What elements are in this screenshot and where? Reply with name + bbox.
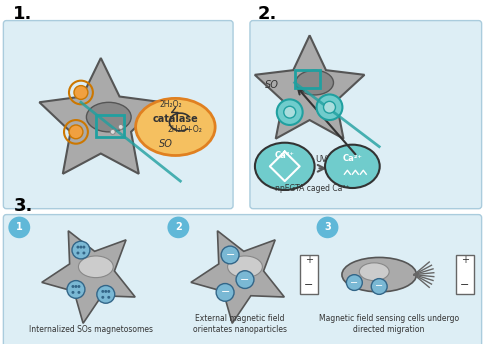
Circle shape [75, 285, 77, 288]
Circle shape [276, 99, 302, 125]
Ellipse shape [341, 257, 416, 292]
Circle shape [101, 296, 104, 299]
Circle shape [346, 275, 362, 290]
Circle shape [101, 290, 104, 293]
Circle shape [316, 95, 342, 120]
Text: −: − [220, 287, 229, 297]
Ellipse shape [359, 263, 388, 280]
Circle shape [110, 129, 115, 134]
Circle shape [74, 86, 88, 99]
Text: +: + [304, 255, 312, 265]
Text: −: − [375, 282, 382, 292]
Circle shape [72, 241, 90, 259]
Circle shape [316, 217, 338, 238]
Text: npEGTA caged Ca²⁺: npEGTA caged Ca²⁺ [274, 184, 348, 193]
Text: −: − [225, 250, 234, 260]
FancyBboxPatch shape [249, 21, 481, 209]
Circle shape [82, 246, 85, 249]
Text: Ca²⁺: Ca²⁺ [274, 151, 294, 160]
Text: 2H₂O+O₂: 2H₂O+O₂ [167, 125, 202, 134]
Circle shape [71, 291, 75, 294]
Bar [294, 70, 319, 88]
Circle shape [323, 101, 335, 113]
Text: catalase: catalase [152, 114, 198, 124]
Circle shape [221, 246, 239, 264]
Ellipse shape [86, 102, 131, 132]
Text: 1: 1 [16, 223, 23, 233]
Ellipse shape [136, 98, 215, 156]
Ellipse shape [324, 145, 379, 188]
Circle shape [97, 286, 115, 303]
Polygon shape [39, 58, 162, 174]
Circle shape [82, 252, 85, 255]
Circle shape [118, 125, 123, 129]
Text: −: − [240, 275, 249, 285]
FancyBboxPatch shape [3, 21, 233, 209]
Ellipse shape [255, 143, 314, 190]
Text: Magnetic field sensing cells undergo
directed migration: Magnetic field sensing cells undergo dir… [318, 314, 458, 334]
Circle shape [370, 279, 386, 294]
Circle shape [283, 106, 295, 118]
Text: 3: 3 [323, 223, 330, 233]
Polygon shape [254, 35, 363, 139]
Text: SO: SO [264, 80, 278, 90]
Circle shape [76, 252, 79, 255]
Text: 2: 2 [175, 223, 182, 233]
Text: 2.: 2. [257, 4, 277, 23]
Circle shape [216, 284, 234, 301]
Text: 1.: 1. [13, 4, 32, 23]
Text: −: − [349, 277, 358, 287]
Text: Ca²⁺: Ca²⁺ [342, 155, 362, 164]
Text: External magnetic field
orientates nanoparticles: External magnetic field orientates nanop… [193, 314, 287, 334]
Circle shape [104, 290, 107, 293]
Circle shape [107, 290, 110, 293]
Circle shape [67, 280, 85, 298]
Ellipse shape [295, 70, 333, 95]
Text: 3.: 3. [13, 197, 32, 215]
Text: 2H₂O₂: 2H₂O₂ [159, 100, 182, 109]
Circle shape [69, 125, 83, 139]
Text: +: + [460, 255, 468, 265]
Bar [455, 255, 473, 294]
Ellipse shape [78, 256, 113, 278]
Circle shape [77, 285, 80, 288]
Bar [96, 115, 123, 137]
Bar [299, 255, 317, 294]
Circle shape [236, 271, 254, 288]
Circle shape [77, 291, 80, 294]
Circle shape [79, 246, 82, 249]
Circle shape [8, 217, 30, 238]
Polygon shape [42, 231, 135, 323]
Circle shape [167, 217, 189, 238]
Circle shape [71, 285, 75, 288]
Circle shape [107, 296, 110, 299]
Ellipse shape [227, 256, 262, 278]
Text: −: − [459, 280, 469, 290]
Circle shape [76, 246, 79, 249]
Text: Internalized SOs magnetosomes: Internalized SOs magnetosomes [29, 325, 152, 334]
Text: SO: SO [158, 139, 172, 149]
Polygon shape [191, 231, 284, 323]
Text: UV: UV [315, 155, 327, 165]
Text: −: − [303, 280, 313, 290]
FancyBboxPatch shape [3, 215, 481, 345]
